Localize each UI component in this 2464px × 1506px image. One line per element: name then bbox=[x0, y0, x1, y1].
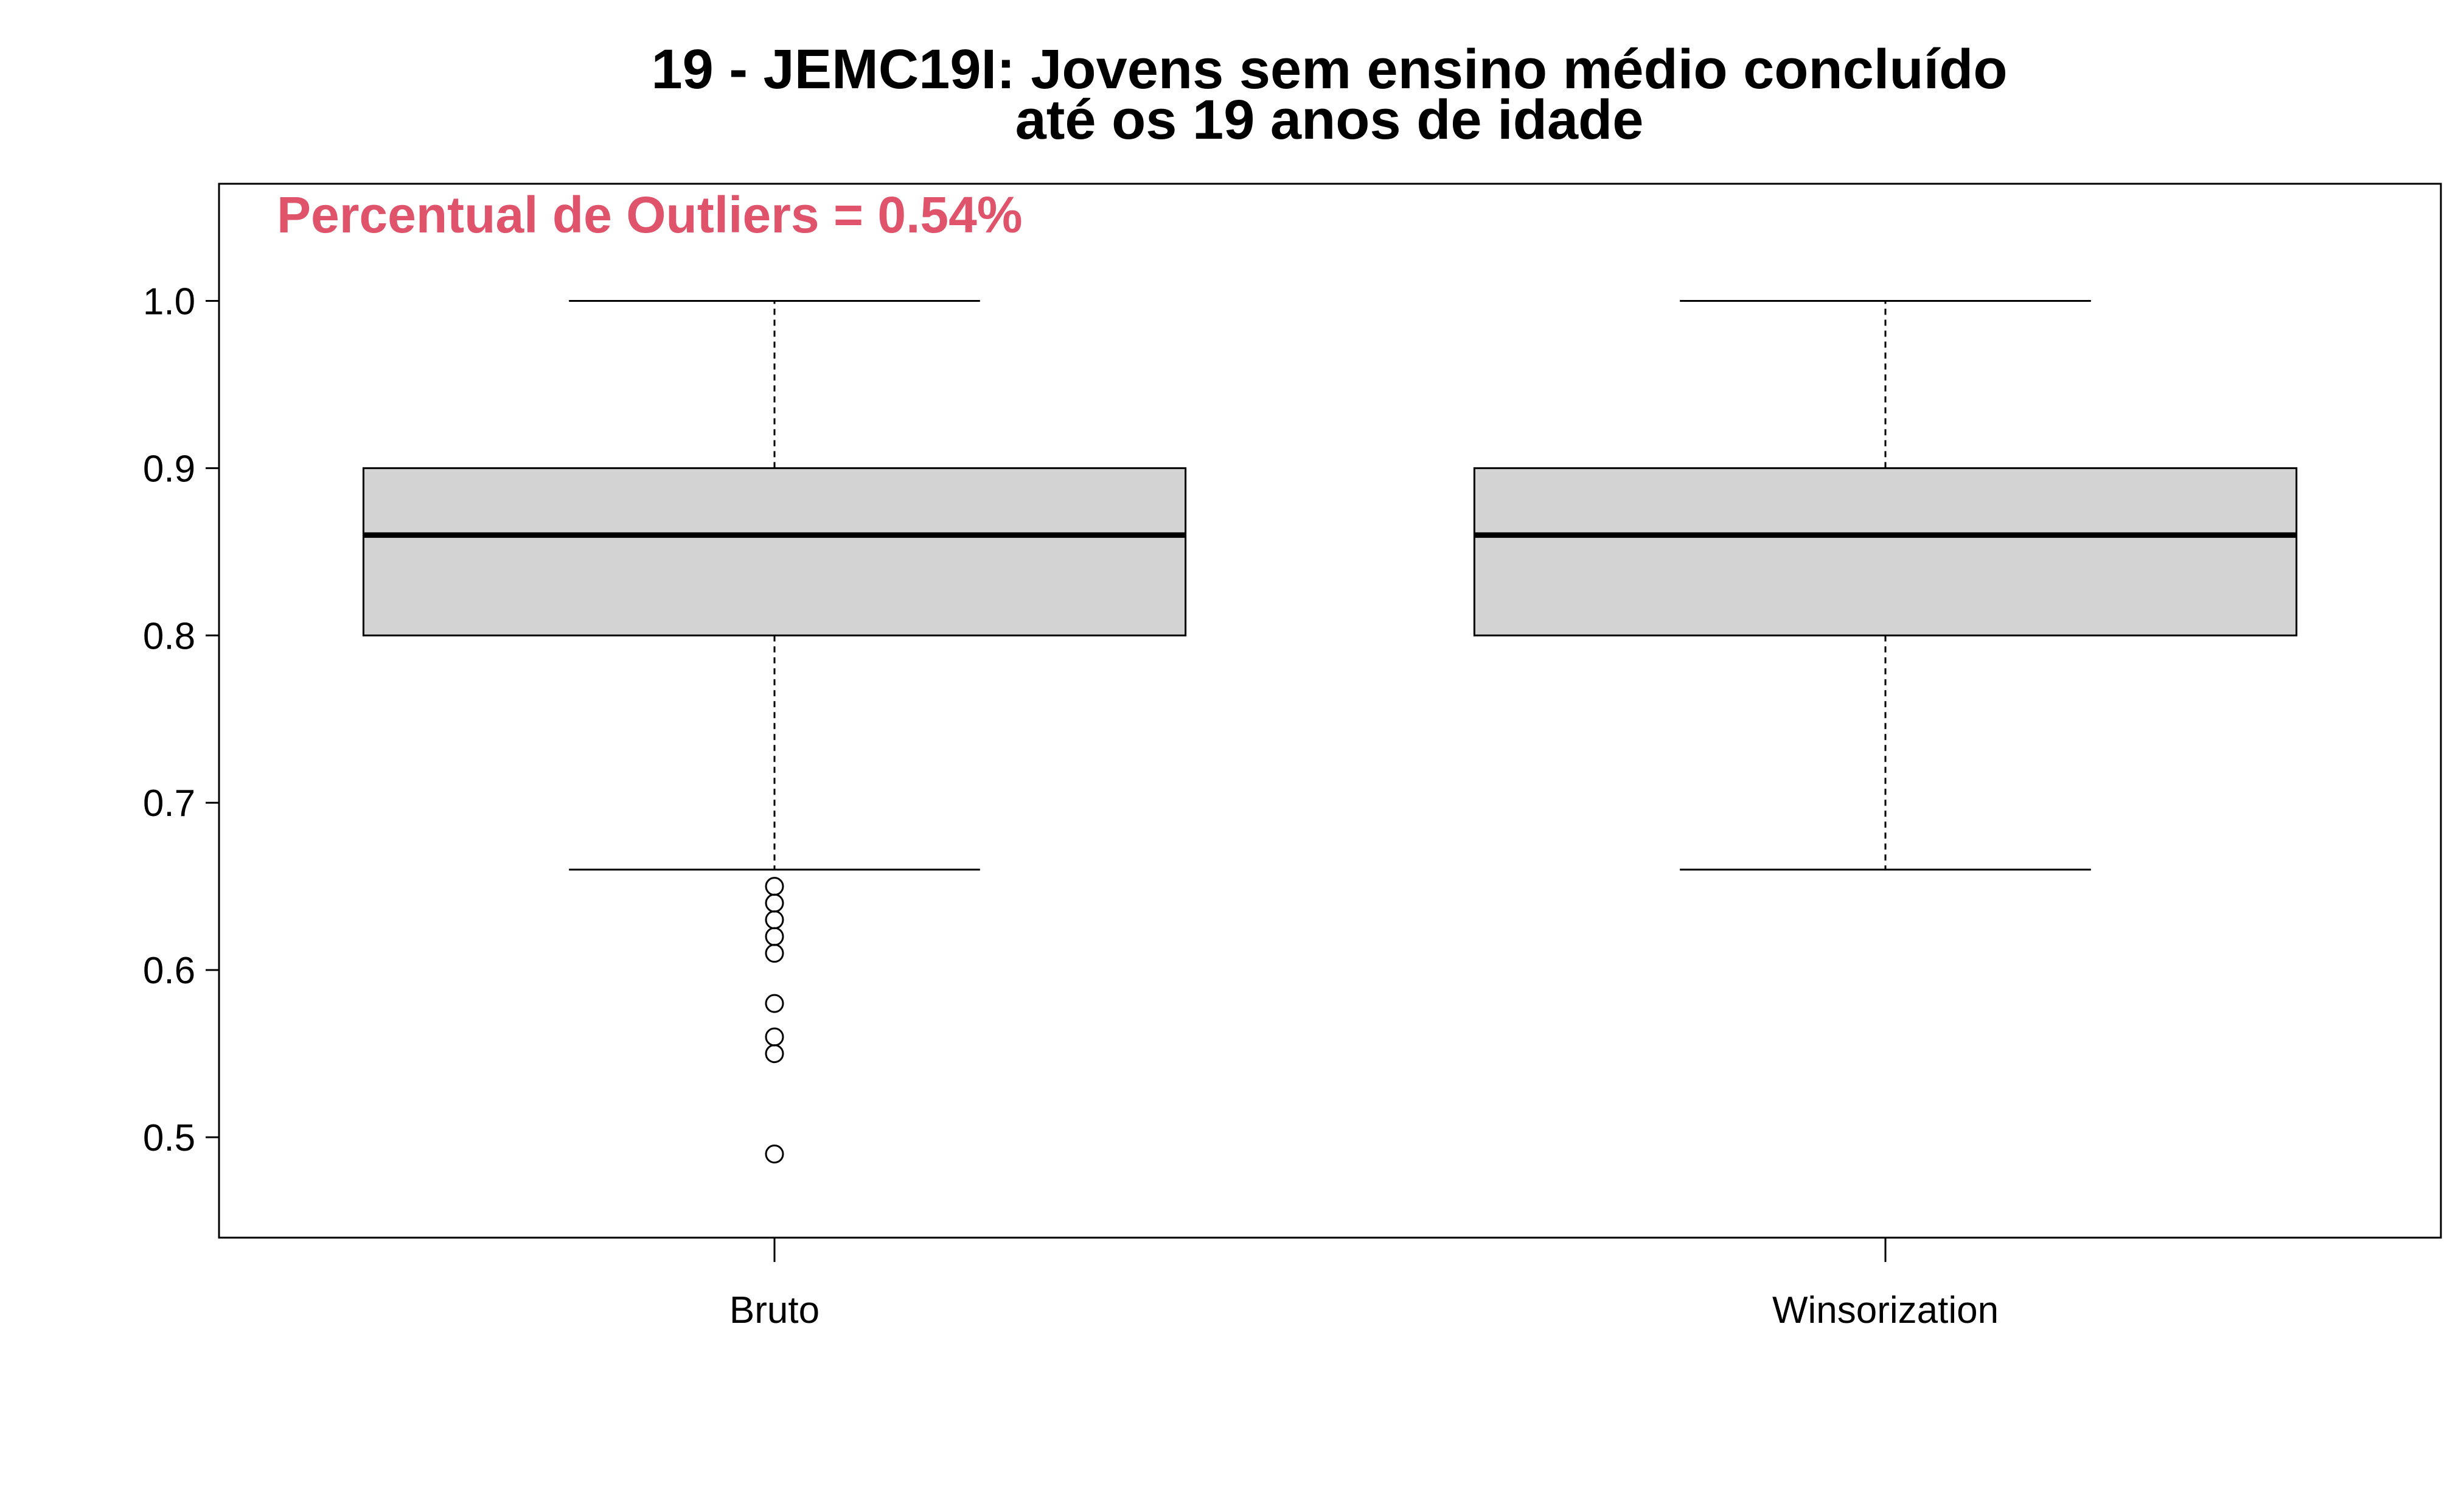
y-tick-label: 0.9 bbox=[143, 448, 195, 490]
outlier-point bbox=[765, 893, 784, 913]
outlier-point bbox=[765, 877, 784, 896]
outlier-point bbox=[765, 1027, 784, 1047]
iqr-box bbox=[1473, 467, 2298, 636]
y-tick-label: 1.0 bbox=[143, 281, 195, 322]
chart-title-line-2: até os 19 anos de idade bbox=[1015, 89, 1644, 151]
iqr-box bbox=[362, 467, 1187, 636]
outlier-point bbox=[765, 994, 784, 1013]
box-bruto bbox=[362, 299, 1187, 1164]
outlier-point bbox=[765, 1044, 784, 1064]
outlier-point bbox=[765, 944, 784, 963]
outlier-percentage-annotation: Percentual de Outliers = 0.54% bbox=[277, 186, 1023, 243]
y-tick-label: 0.5 bbox=[143, 1117, 195, 1159]
outlier-point bbox=[765, 1145, 784, 1164]
plot-frame bbox=[218, 183, 2442, 1239]
outlier-point bbox=[765, 910, 784, 930]
box-winsorization bbox=[1473, 299, 2298, 871]
x-tick-label: Bruto bbox=[729, 1289, 820, 1331]
boxes-layer bbox=[362, 299, 2298, 1164]
outlier-point bbox=[765, 927, 784, 946]
y-tick-label: 0.7 bbox=[143, 783, 195, 824]
y-tick-label: 0.8 bbox=[143, 615, 195, 657]
x-tick-label: Winsorization bbox=[1772, 1289, 1999, 1331]
x-axis: Bruto Winsorization bbox=[729, 1238, 1999, 1331]
y-axis: 0.5 0.6 0.7 0.8 0.9 1.0 bbox=[143, 281, 220, 1159]
chart-title-line-1: 19 - JEMC19I: Jovens sem ensino médio co… bbox=[651, 38, 2007, 100]
y-tick-label: 0.6 bbox=[143, 950, 195, 992]
